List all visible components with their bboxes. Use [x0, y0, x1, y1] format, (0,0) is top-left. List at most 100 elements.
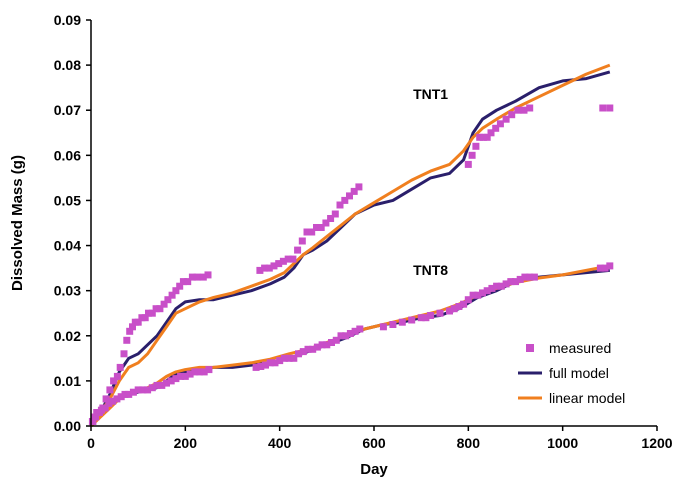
y-tick-label: 0.03 — [54, 283, 81, 299]
measured-point — [141, 314, 149, 322]
measured-point — [487, 129, 495, 137]
measured-point — [336, 201, 344, 209]
measured-point — [148, 384, 156, 392]
measured-point — [599, 104, 607, 112]
legend-label-linear-model: linear model — [549, 390, 625, 406]
measured-point — [181, 372, 189, 380]
measured-point — [318, 341, 326, 349]
measured-point — [275, 260, 283, 268]
y-tick-label: 0.06 — [54, 147, 81, 163]
measured-point — [271, 359, 279, 367]
measured-point — [266, 359, 274, 367]
y-tick-label: 0.05 — [54, 192, 81, 208]
measured-point — [317, 224, 325, 231]
measured-point — [436, 309, 444, 317]
x-axis-title: Day — [360, 461, 388, 478]
annotation-tnt8: TNT8 — [413, 262, 448, 278]
measured-point — [379, 323, 387, 331]
measured-point — [526, 273, 534, 281]
measured-point — [200, 368, 208, 376]
measured-point — [483, 287, 491, 295]
measured-point — [341, 196, 349, 204]
measured-point — [164, 296, 172, 304]
measured-point — [508, 111, 516, 119]
measured-point — [479, 133, 487, 141]
measured-point — [134, 318, 142, 326]
measured-point — [350, 187, 358, 195]
measured-point — [298, 237, 306, 245]
measured-point — [152, 305, 160, 313]
measured-point — [483, 133, 491, 141]
measured-point — [148, 309, 156, 317]
legend-label-measured: measured — [549, 340, 611, 356]
measured-point — [290, 354, 298, 362]
measured-point — [265, 264, 273, 272]
measured-point — [184, 278, 192, 286]
measured-point — [389, 321, 397, 328]
measured-point — [163, 379, 170, 387]
measured-point — [492, 124, 500, 132]
measured-point — [257, 363, 265, 370]
measured-point — [468, 151, 476, 159]
measured-point — [123, 336, 131, 344]
measured-point — [106, 386, 114, 394]
measured-point — [309, 345, 317, 353]
measured-point — [464, 296, 472, 304]
measured-point — [304, 345, 312, 353]
measured-point — [145, 309, 152, 317]
measured-point — [117, 393, 125, 401]
measured-point — [168, 291, 176, 299]
measured-point — [97, 406, 105, 414]
measured-point — [256, 266, 264, 274]
measured-point — [464, 160, 472, 168]
measured-point — [520, 106, 528, 114]
measured-point — [332, 336, 340, 344]
measured-point — [322, 219, 330, 227]
measured-point — [270, 262, 278, 270]
measured-point — [596, 264, 604, 272]
measured-point — [530, 273, 538, 281]
measured-point — [488, 284, 496, 292]
measured-point — [134, 386, 142, 394]
measured-point — [109, 397, 117, 405]
measured-point — [355, 183, 363, 191]
x-tick-label: 200 — [174, 435, 198, 451]
measured-point — [252, 363, 260, 371]
measured-point — [479, 289, 486, 297]
y-tick-label: 0.08 — [54, 57, 81, 73]
measured-point — [460, 300, 468, 308]
measured-point — [295, 350, 302, 358]
measured-point — [172, 375, 180, 383]
y-tick-label: 0.07 — [54, 102, 81, 118]
x-tick-label: 0 — [87, 435, 95, 451]
measured-point — [331, 210, 339, 218]
measured-point — [89, 418, 97, 425]
measured-point — [105, 399, 113, 407]
x-tick-label: 600 — [362, 435, 386, 451]
measured-point — [172, 287, 180, 295]
measured-point — [507, 278, 515, 286]
measured-point — [512, 278, 519, 286]
measured-point — [196, 368, 203, 376]
measured-point — [497, 282, 505, 290]
measured-point — [125, 390, 133, 398]
legend-label-full-model: full model — [549, 365, 609, 381]
x-tick-label: 400 — [268, 435, 292, 451]
measured-point — [205, 366, 213, 374]
measured-point — [516, 275, 524, 283]
linear-model-line-1 — [89, 63, 611, 427]
measured-point — [199, 273, 207, 281]
measured-point — [323, 341, 331, 349]
measured-point — [179, 278, 187, 286]
measured-point — [342, 332, 350, 340]
measured-point — [261, 264, 269, 272]
annotation-tnt1: TNT1 — [413, 86, 448, 102]
measured-point — [92, 413, 100, 421]
measured-point — [101, 404, 109, 412]
measured-point — [502, 115, 510, 123]
measured-point — [280, 354, 288, 362]
measured-point — [514, 106, 522, 114]
measured-point — [160, 300, 168, 308]
measured-point — [446, 307, 453, 315]
measured-point — [139, 386, 147, 394]
